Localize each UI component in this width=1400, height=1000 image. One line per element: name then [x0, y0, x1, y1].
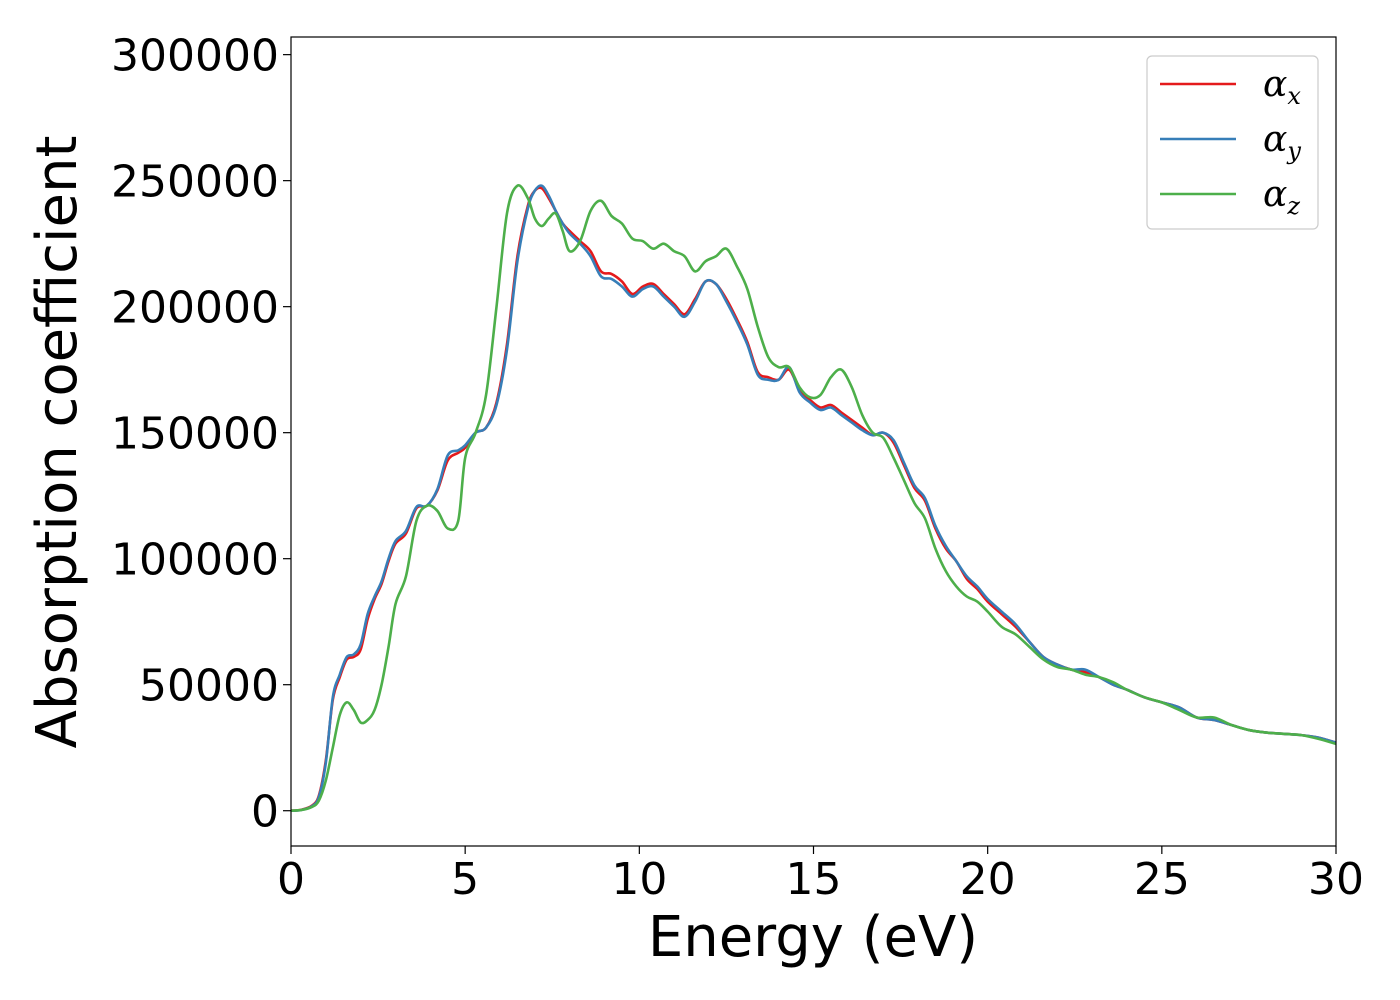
x-tick-label: 30 [1308, 854, 1364, 905]
legend: αx αy αz [1146, 55, 1319, 230]
x-axis-title: Energy (eV) [648, 905, 978, 970]
series-line-alpha-z [291, 183, 1336, 813]
legend-label-alpha-y: αy [1263, 119, 1301, 165]
x-tick-label: 0 [277, 854, 305, 905]
series-lines [291, 183, 1336, 813]
legend-box [1146, 55, 1319, 230]
y-tick-label: 300000 [111, 31, 279, 82]
x-tick-label: 15 [786, 854, 842, 905]
y-tick-label: 250000 [111, 157, 279, 208]
y-tick-label: 50000 [139, 661, 279, 712]
legend-label-alpha-z: αz [1263, 174, 1300, 220]
legend-label-alpha-x: αx [1263, 64, 1301, 110]
y-tick-label: 100000 [111, 535, 279, 586]
y-tick-label: 200000 [111, 283, 279, 334]
x-axis-ticks: 0 5 10 15 20 25 30 [277, 846, 1364, 905]
x-tick-label: 20 [960, 854, 1016, 905]
y-tick-label: 0 [251, 787, 279, 838]
y-axis-title: Absorption coefficient [25, 136, 90, 749]
x-tick-label: 5 [451, 854, 479, 905]
y-axis-ticks: 0 50000 100000 150000 200000 250000 300000 [111, 31, 291, 838]
y-tick-label: 150000 [111, 409, 279, 460]
x-tick-label: 10 [611, 854, 667, 905]
x-tick-label: 25 [1134, 854, 1190, 905]
